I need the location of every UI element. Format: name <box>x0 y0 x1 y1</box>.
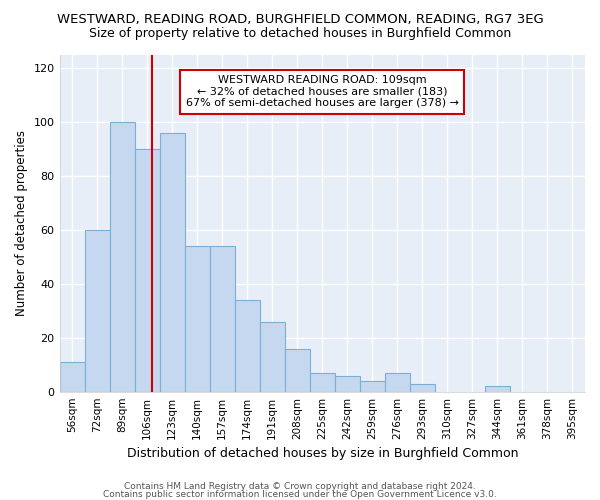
Bar <box>335 376 360 392</box>
Bar <box>285 348 310 392</box>
Bar <box>110 122 134 392</box>
Y-axis label: Number of detached properties: Number of detached properties <box>15 130 28 316</box>
Text: Contains HM Land Registry data © Crown copyright and database right 2024.: Contains HM Land Registry data © Crown c… <box>124 482 476 491</box>
Text: WESTWARD, READING ROAD, BURGHFIELD COMMON, READING, RG7 3EG: WESTWARD, READING ROAD, BURGHFIELD COMMO… <box>56 12 544 26</box>
X-axis label: Distribution of detached houses by size in Burghfield Common: Distribution of detached houses by size … <box>127 447 518 460</box>
Bar <box>485 386 510 392</box>
Bar <box>59 362 85 392</box>
Text: Contains public sector information licensed under the Open Government Licence v3: Contains public sector information licen… <box>103 490 497 499</box>
Bar <box>85 230 110 392</box>
Bar <box>235 300 260 392</box>
Text: Size of property relative to detached houses in Burghfield Common: Size of property relative to detached ho… <box>89 28 511 40</box>
Bar <box>385 373 410 392</box>
Bar <box>260 322 285 392</box>
Bar <box>185 246 209 392</box>
Bar <box>160 133 185 392</box>
Text: WESTWARD READING ROAD: 109sqm
← 32% of detached houses are smaller (183)
67% of : WESTWARD READING ROAD: 109sqm ← 32% of d… <box>186 75 459 108</box>
Bar <box>134 150 160 392</box>
Bar <box>410 384 435 392</box>
Bar <box>310 373 335 392</box>
Bar <box>360 381 385 392</box>
Bar <box>209 246 235 392</box>
